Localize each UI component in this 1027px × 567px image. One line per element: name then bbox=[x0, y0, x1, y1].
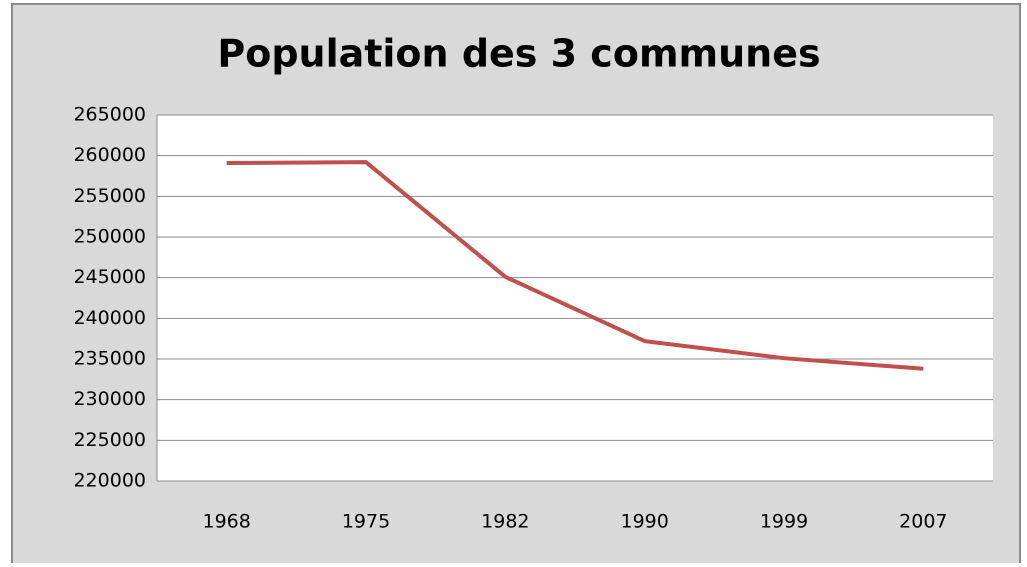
y-tick-label: 230000 bbox=[73, 388, 146, 410]
x-tick-label: 1990 bbox=[620, 511, 668, 533]
y-tick-label: 265000 bbox=[73, 104, 146, 126]
x-tick-label: 2007 bbox=[899, 511, 947, 533]
y-tick-label: 220000 bbox=[73, 470, 146, 492]
y-tick-label: 235000 bbox=[73, 348, 146, 370]
x-tick-label: 1968 bbox=[202, 511, 250, 533]
x-tick-label: 1982 bbox=[481, 511, 529, 533]
y-tick-label: 225000 bbox=[73, 429, 146, 451]
y-tick-label: 255000 bbox=[73, 185, 146, 207]
y-tick-label: 245000 bbox=[73, 266, 146, 288]
y-tick-label: 250000 bbox=[73, 226, 146, 248]
line-series bbox=[226, 160, 924, 371]
y-tick-label: 240000 bbox=[73, 307, 146, 329]
x-tick-label: 1975 bbox=[342, 511, 390, 533]
chart-title: Population des 3 communes bbox=[217, 32, 820, 76]
y-tick-label: 260000 bbox=[73, 144, 146, 166]
plot-area bbox=[157, 115, 993, 481]
x-tick-label: 1999 bbox=[760, 511, 808, 533]
